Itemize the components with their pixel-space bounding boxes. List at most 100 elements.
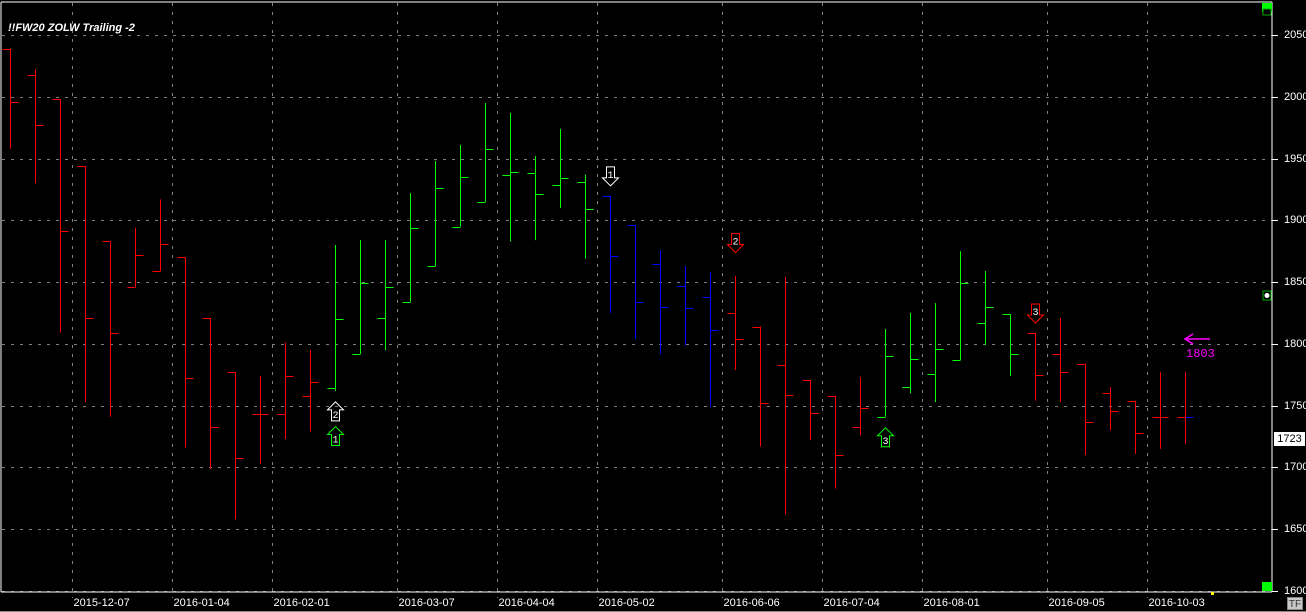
- y-tick-label: 1950: [1284, 152, 1306, 165]
- x-tick-label: 2016-05-02: [598, 597, 655, 609]
- ohlc-bar: [352, 240, 369, 355]
- x-tick-label: 2016-02-01: [273, 597, 330, 609]
- signal-price-label: 1803: [1186, 347, 1215, 361]
- ohlc-bar: [227, 372, 244, 520]
- arrow-shape: [326, 425, 345, 447]
- chart-title: !!FW20 ZOLW Trailing -2: [8, 22, 135, 34]
- ohlc-bar: [777, 277, 794, 515]
- ohlc-bar: [1152, 372, 1169, 449]
- ohlc-bar: [677, 266, 694, 346]
- arrow-label: 3: [1032, 308, 1038, 319]
- signal-markers: 2 1 1 2 3 3 1803: [326, 166, 1215, 448]
- ohlc-bar: [202, 317, 219, 469]
- ohlc-bar: [277, 342, 294, 440]
- y-tick-label: 1800: [1284, 337, 1306, 350]
- y-tick-label: 1600: [1284, 584, 1306, 597]
- arrow-shape: [1026, 303, 1045, 324]
- arrow-label: 2: [732, 238, 738, 249]
- ohlc-bar: [802, 379, 819, 441]
- scale-box-icon[interactable]: [1262, 8, 1272, 16]
- ohlc-bar: [1102, 387, 1119, 431]
- last-price-label: 1723: [1274, 432, 1305, 446]
- ohlc-bar: [927, 303, 944, 402]
- ohlc-bar: [27, 69, 44, 184]
- ohlc-bar: [402, 193, 419, 303]
- ohlc-bar: [602, 195, 619, 313]
- bars: [2, 48, 1194, 520]
- arrow-label: 2: [332, 411, 338, 422]
- arrow-shape: [326, 401, 345, 422]
- ohlc-bar: [477, 102, 494, 203]
- y-tick-label: 2000: [1284, 90, 1306, 103]
- ohlc-bar: [952, 251, 969, 361]
- arrow-shape: [601, 166, 620, 187]
- grid: [2, 3, 1278, 598]
- y-tick-label: 1850: [1284, 275, 1306, 288]
- x-tick-label: 2016-04-04: [498, 597, 555, 609]
- y-tick-label: 2050: [1284, 28, 1306, 41]
- ohlc-bar: [102, 241, 119, 417]
- signal-arrow-head: [1183, 333, 1194, 345]
- x-tick-label: 2016-09-05: [1048, 597, 1105, 609]
- ohlc-bar: [2, 48, 19, 149]
- ohlc-bar: [502, 112, 519, 242]
- ohlc-bar: [1027, 332, 1044, 401]
- ohlc-bar: [302, 350, 319, 432]
- x-tick-label: 2016-01-04: [173, 597, 230, 609]
- time-cursor-mark: [1211, 592, 1214, 595]
- ohlc-bar: [452, 144, 469, 228]
- ohlc-bar: [827, 395, 844, 489]
- arrow-label: 1: [332, 436, 338, 447]
- ohlc-bar: [627, 225, 644, 339]
- y-tick-label: 1900: [1284, 213, 1306, 226]
- scroll-top-handle[interactable]: [1262, 3, 1272, 12]
- arrow-down-icon: 2: [726, 233, 745, 254]
- y-tick-label: 1700: [1284, 460, 1306, 473]
- ohlc-bar: [552, 128, 569, 208]
- arrow-shape: [726, 233, 745, 254]
- x-tick-label: 2016-03-07: [398, 597, 455, 609]
- ohlc-bar: [377, 240, 394, 351]
- ohlc-bar: [527, 156, 544, 241]
- arrow-up-icon: 1: [326, 425, 345, 447]
- ohlc-bar: [1177, 372, 1194, 444]
- tf-button[interactable]: TF: [1287, 597, 1303, 610]
- y-tick-label: 1750: [1284, 399, 1306, 412]
- ohlc-bar: [877, 329, 894, 418]
- ohlc-bar: [577, 174, 594, 259]
- arrow-down-icon: 3: [1026, 303, 1045, 324]
- ohlc-bar: [977, 270, 994, 346]
- x-tick-label: 2016-06-06: [723, 597, 780, 609]
- ohlc-bar: [1002, 314, 1019, 377]
- ohlc-bar: [327, 245, 344, 391]
- ohlc-bar: [52, 99, 69, 333]
- ohlc-bar: [1077, 363, 1094, 456]
- ohlc-bar: [727, 275, 744, 370]
- scroll-bottom-handle[interactable]: [1262, 582, 1272, 591]
- ohlc-bar: [152, 199, 169, 272]
- x-tick-label: 2016-08-01: [923, 597, 980, 609]
- ohlc-bar: [702, 272, 719, 407]
- arrow-up-icon: 2: [326, 401, 345, 422]
- ohlc-bar: [427, 161, 444, 267]
- ohlc-bar: [127, 227, 144, 288]
- ohlc-bar: [1052, 317, 1069, 402]
- arrow-label: 1: [607, 171, 613, 182]
- ohlc-bar: [652, 249, 669, 354]
- arrow-up-icon: 3: [876, 427, 895, 448]
- ohlc-bar: [177, 257, 194, 448]
- x-tick-label: 2016-10-03: [1148, 597, 1205, 609]
- arrow-down-icon: 1: [601, 166, 620, 187]
- arrow-label: 3: [882, 437, 888, 448]
- y-tick-label: 1650: [1284, 522, 1306, 535]
- ohlc-bar: [252, 376, 269, 464]
- ohlc-bar: [902, 313, 919, 394]
- ohlc-bar: [1127, 400, 1144, 454]
- ohlc-bar: [852, 377, 869, 436]
- x-tick-label: 2015-12-07: [73, 597, 130, 609]
- circle-icon: [1264, 293, 1270, 298]
- arrow-shape: [876, 427, 895, 448]
- ohlc-bar: [752, 326, 769, 447]
- ohlc-bar: [77, 165, 94, 402]
